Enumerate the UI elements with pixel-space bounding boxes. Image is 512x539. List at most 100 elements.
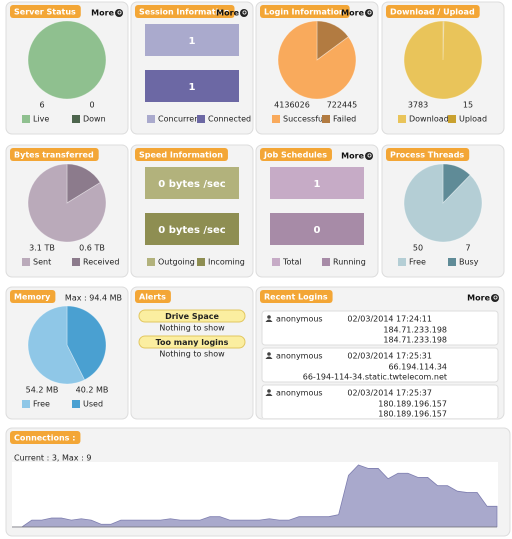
user-icon-body bbox=[265, 319, 273, 322]
max-label: Max : 94.4 MB bbox=[65, 294, 122, 303]
value-box bbox=[145, 70, 239, 102]
pie-slice bbox=[442, 20, 445, 61]
panel-title: Recent Logins bbox=[264, 293, 328, 302]
panel-title: Connections : bbox=[14, 434, 75, 443]
alert-text: Nothing to show bbox=[159, 324, 225, 333]
panel: Process Threads 50 7 Free Busy bbox=[381, 144, 505, 278]
connections-subtitle: Current : 3, Max : 9 bbox=[14, 454, 91, 463]
more-link[interactable]: More bbox=[341, 152, 364, 161]
panel-tab bbox=[260, 148, 332, 161]
value-label: 7 bbox=[465, 244, 470, 253]
login-host: 184.71.233.198 bbox=[383, 326, 447, 335]
pie-slice bbox=[403, 163, 483, 243]
more-link[interactable]: More bbox=[216, 9, 239, 18]
login-host: 180.189.196.157 bbox=[378, 410, 447, 419]
legend-label: Free bbox=[409, 258, 426, 267]
user-icon-head bbox=[267, 389, 271, 393]
panel-title: Session Information bbox=[139, 8, 230, 17]
legend-label: Received bbox=[83, 258, 119, 267]
login-time: 02/03/2014 17:25:37 bbox=[347, 389, 432, 398]
legend-label: Upload bbox=[459, 115, 487, 124]
panel-tab bbox=[10, 431, 81, 444]
more-icon[interactable] bbox=[240, 9, 248, 17]
value-label: 3.1 TB bbox=[29, 244, 55, 253]
login-user: anonymous bbox=[276, 389, 323, 398]
value-label: 0 bytes /sec bbox=[158, 225, 225, 236]
value-label: 0 bytes /sec bbox=[158, 179, 225, 190]
panel-title: Speed Information bbox=[139, 151, 223, 160]
panel-tab bbox=[386, 5, 480, 18]
more-icon-glass bbox=[367, 10, 372, 15]
legend-label: Connected bbox=[208, 115, 251, 124]
legend-swatch bbox=[322, 115, 330, 123]
pie-slice bbox=[66, 163, 101, 204]
pie-slice bbox=[316, 20, 349, 61]
alert-text: Nothing to show bbox=[159, 350, 225, 359]
login-entry bbox=[261, 310, 499, 346]
more-icon[interactable] bbox=[491, 294, 499, 302]
legend-label: Down bbox=[83, 115, 106, 124]
panel-tab bbox=[386, 148, 470, 161]
legend-swatch bbox=[22, 258, 30, 266]
pie-slice bbox=[277, 20, 357, 100]
login-entry bbox=[261, 384, 499, 418]
more-icon[interactable] bbox=[115, 9, 123, 17]
pie-slice bbox=[27, 163, 107, 243]
panel: Alerts Drive Space Nothing to show Too many… bbox=[130, 286, 254, 420]
value-box bbox=[145, 167, 239, 199]
panel: Memory 54.2 MB 40.2 MB Max : 94.4 MB Free Use… bbox=[5, 286, 129, 420]
more-link[interactable]: More bbox=[467, 294, 490, 303]
panel-title: Memory bbox=[14, 293, 51, 302]
legend-swatch bbox=[272, 258, 280, 266]
panel-tab bbox=[10, 5, 81, 18]
legend-label: Successful bbox=[283, 115, 325, 124]
login-host: 66.194.114.34 bbox=[388, 363, 447, 372]
value-label: 54.2 MB bbox=[26, 386, 59, 395]
panel-tab bbox=[135, 5, 235, 18]
pie-slice bbox=[27, 305, 86, 385]
value-label: 40.2 MB bbox=[76, 386, 109, 395]
login-host: 180.189.196.157 bbox=[378, 400, 447, 409]
legend-swatch bbox=[398, 115, 406, 123]
legend-label: Busy bbox=[459, 258, 479, 267]
value-label: 15 bbox=[463, 101, 473, 110]
panel: Download / Upload 3783 15 Download Upload bbox=[381, 1, 505, 135]
panel-title: Job Schedules bbox=[263, 151, 327, 160]
legend-swatch bbox=[272, 115, 280, 123]
more-link[interactable]: More bbox=[91, 9, 114, 18]
alert-pill bbox=[138, 335, 246, 349]
more-icon[interactable] bbox=[365, 9, 373, 17]
panel-title: Bytes transferred bbox=[14, 151, 94, 160]
login-entry bbox=[261, 347, 499, 383]
value-label: 0 bbox=[314, 225, 321, 236]
panel: Connections : Current : 3, Max : 9 bbox=[5, 427, 511, 537]
legend-swatch bbox=[72, 400, 80, 408]
pie-slice bbox=[27, 20, 107, 100]
panel-title: Server Status bbox=[14, 8, 76, 17]
login-list: anonymous 02/03/2014 17:24:11 184.71.233.1… bbox=[261, 310, 499, 419]
value-label: 1 bbox=[189, 36, 196, 47]
login-host: 66-194-114-34.static.twtelecom.net bbox=[303, 373, 447, 382]
panel-title: Login Information bbox=[264, 8, 345, 17]
connections-area bbox=[12, 464, 498, 528]
panel: Job Schedules More 1 0 Total Running bbox=[255, 144, 379, 278]
panel-tab bbox=[10, 148, 99, 161]
value-label: 1 bbox=[189, 82, 196, 93]
value-label: 0 bbox=[89, 101, 94, 110]
more-icon[interactable] bbox=[365, 152, 373, 160]
panel-tab bbox=[135, 148, 228, 161]
legend-swatch bbox=[398, 258, 406, 266]
value-label: 1 bbox=[314, 179, 321, 190]
value-box bbox=[145, 213, 239, 245]
value-label: 4136026 bbox=[274, 101, 310, 110]
legend-label: Running bbox=[333, 258, 366, 267]
legend-label: Failed bbox=[333, 115, 356, 124]
value-label: 0.6 TB bbox=[79, 244, 105, 253]
legend-swatch bbox=[72, 115, 80, 123]
panel: Bytes transferred 3.1 TB 0.6 TB Sent Receive… bbox=[5, 144, 129, 278]
legend-swatch bbox=[72, 258, 80, 266]
legend-swatch bbox=[147, 258, 155, 266]
more-link[interactable]: More bbox=[341, 9, 364, 18]
